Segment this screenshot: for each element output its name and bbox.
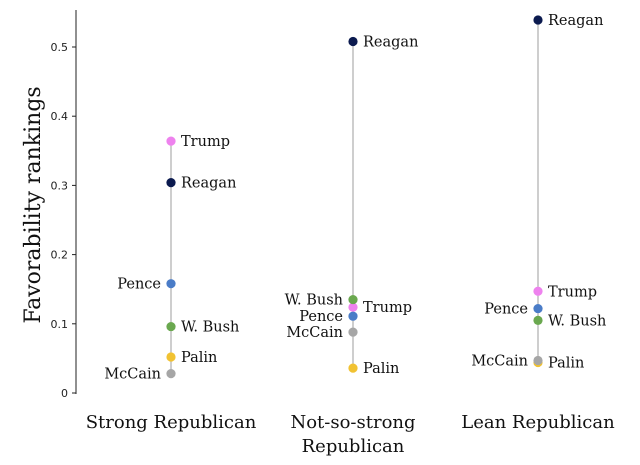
x-tick-label: Not-so-strong <box>290 412 415 433</box>
point-trump <box>533 286 543 296</box>
label-palin: Palin <box>181 350 217 366</box>
label-trump: Trump <box>363 300 412 316</box>
point-mccain <box>348 327 358 337</box>
label-mccain: McCain <box>286 325 343 341</box>
label-trump: Trump <box>548 284 597 300</box>
label-palin: Palin <box>548 356 584 372</box>
point-mccain <box>533 355 543 366</box>
y-tick-label: 0.2 <box>51 249 69 262</box>
point-mccain <box>166 369 176 379</box>
y-tick-label: 0.4 <box>51 110 69 123</box>
label-reagan: Reagan <box>363 34 418 50</box>
point-palin <box>348 363 358 373</box>
label-palin: Palin <box>363 361 399 377</box>
label-w-bush: W. Bush <box>181 320 239 336</box>
point-reagan <box>348 36 358 47</box>
point-pence <box>348 311 358 321</box>
point-pence <box>533 303 543 314</box>
point-w-bush <box>348 294 358 305</box>
y-tick-label: 0.1 <box>51 318 69 331</box>
y-tick-label: 0.5 <box>51 41 69 54</box>
point-trump <box>348 302 358 312</box>
data-points <box>166 15 543 379</box>
x-tick-label: Strong Republican <box>86 412 257 433</box>
label-pence: Pence <box>299 309 343 325</box>
y-axis: 0 0.1 0.2 0.3 0.4 0.5 <box>51 10 77 400</box>
point-w-bush <box>166 321 176 332</box>
point-reagan <box>166 178 176 188</box>
point-pence <box>166 279 176 289</box>
label-mccain: McCain <box>104 367 161 383</box>
label-mccain: McCain <box>471 353 528 369</box>
y-axis-label: Favorability rankings <box>21 86 46 323</box>
point-w-bush <box>533 315 543 325</box>
y-tick-label: 0.3 <box>51 179 69 192</box>
x-tick-label: Lean Republican <box>461 412 615 433</box>
label-pence: Pence <box>484 302 528 318</box>
label-reagan: Reagan <box>181 176 236 192</box>
point-trump <box>166 136 176 146</box>
x-axis: Strong Republican Not-so-strong Republican… <box>86 412 615 457</box>
point-palin <box>166 352 176 362</box>
label-w-bush: W. Bush <box>285 293 343 309</box>
label-reagan: Reagan <box>548 13 603 29</box>
point-reagan <box>533 15 543 25</box>
label-trump: Trump <box>181 134 230 150</box>
label-pence: Pence <box>117 277 161 293</box>
x-tick-label: Republican <box>302 436 405 457</box>
y-tick-label: 0 <box>61 387 68 400</box>
label-w-bush: W. Bush <box>548 313 606 329</box>
